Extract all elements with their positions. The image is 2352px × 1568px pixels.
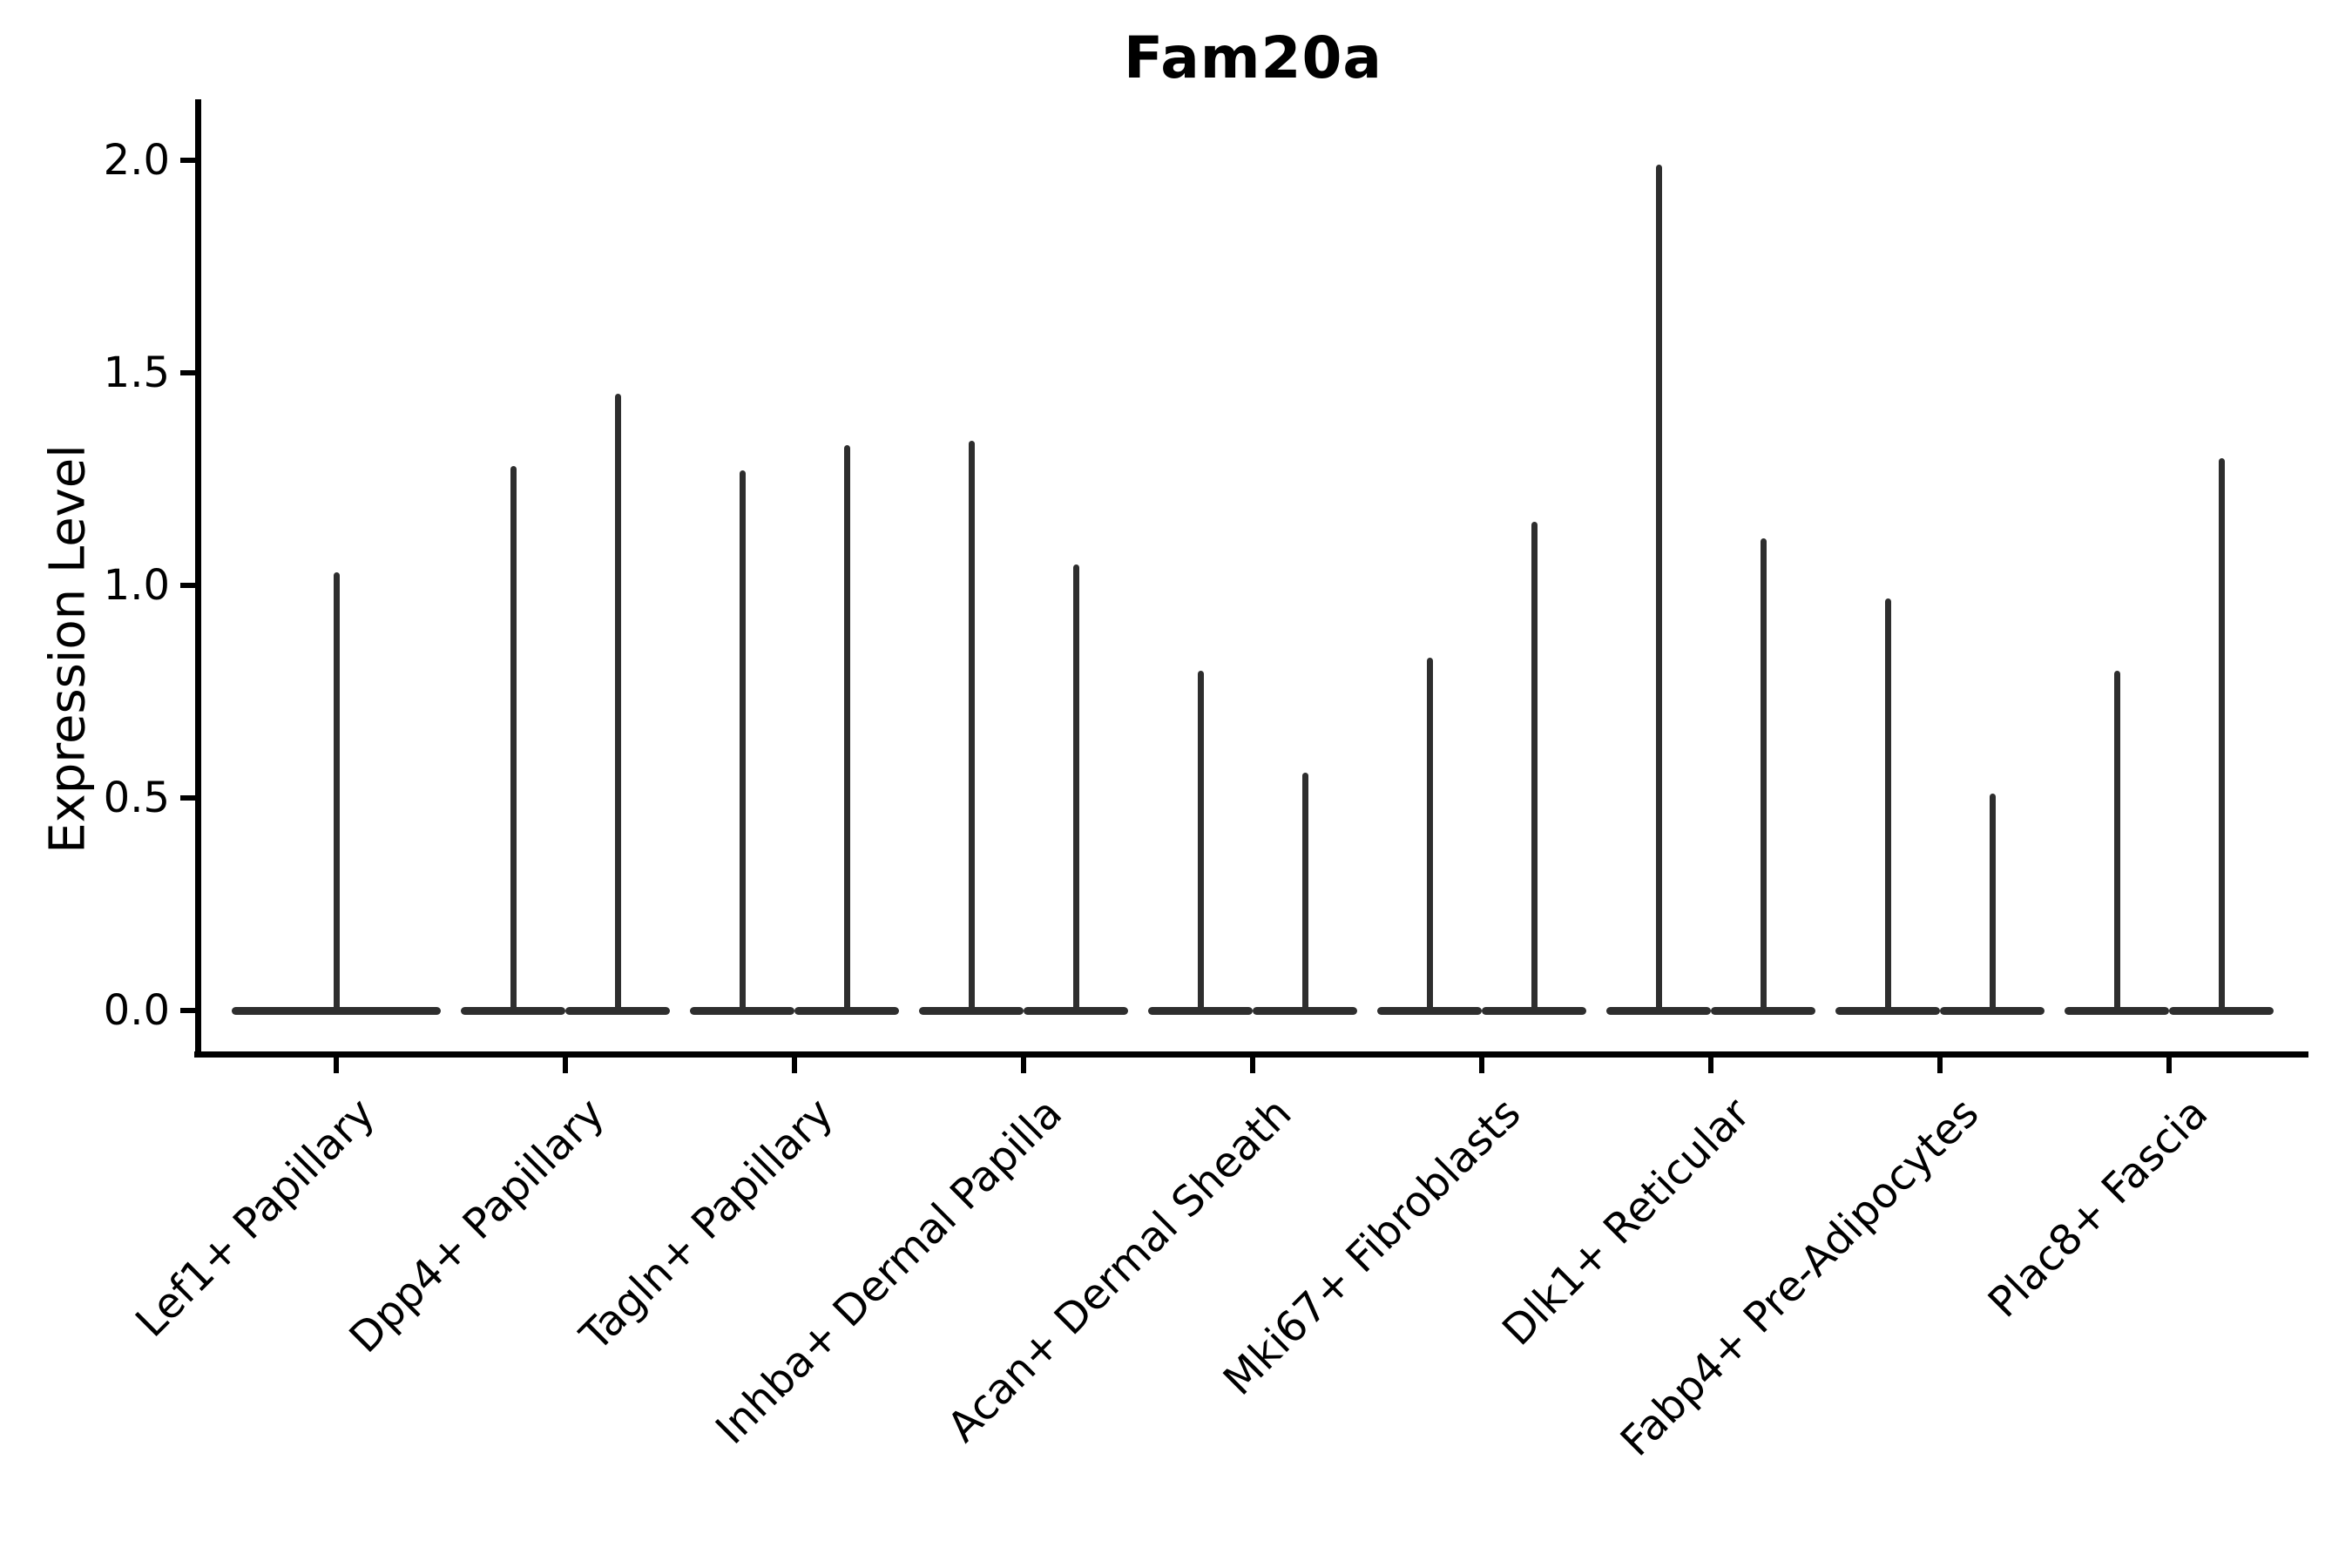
violin-tail-spike (1761, 538, 1767, 1014)
x-tick-label: Tagln+ Papillary (571, 1088, 843, 1361)
x-tick-mark (1937, 1058, 1943, 1073)
violin-tail-spike (1990, 794, 1996, 1014)
x-tick-label: Lef1+ Papillary (126, 1088, 385, 1347)
violin-tail-spike (2219, 458, 2225, 1014)
violin-tail-spike (1198, 671, 1204, 1014)
violin-tail-spike (2114, 671, 2120, 1014)
y-tick-label: 0.0 (103, 986, 170, 1035)
y-tick-label: 1.0 (103, 561, 170, 610)
y-tick-mark (180, 1008, 198, 1013)
violin-tail-spike (740, 470, 746, 1014)
x-tick-mark (563, 1058, 568, 1073)
violin-tail-spike (1302, 773, 1308, 1014)
x-axis-spine (194, 1051, 2308, 1058)
violin-tail-spike (1531, 522, 1538, 1014)
x-tick-label: Dlk1+ Reticular (1492, 1088, 1760, 1355)
y-tick-mark (180, 583, 198, 588)
y-tick-mark (180, 795, 198, 801)
x-tick-mark (1021, 1058, 1026, 1073)
violin-tail-spike (334, 572, 340, 1014)
y-tick-label: 2.0 (103, 136, 170, 185)
x-tick-mark (1708, 1058, 1713, 1073)
violin-tail-spike (1656, 165, 1662, 1014)
x-tick-mark (1479, 1058, 1484, 1073)
y-tick-mark (180, 158, 198, 163)
violin-tail-spike (969, 441, 975, 1014)
x-tick-mark (1250, 1058, 1255, 1073)
y-tick-mark (180, 370, 198, 375)
y-tick-label: 1.5 (103, 348, 170, 397)
violin-tail-spike (615, 394, 621, 1014)
violin-tail-spike (844, 445, 850, 1014)
violin-tail-spike (1427, 658, 1433, 1014)
violin-tail-spike (1885, 598, 1891, 1014)
x-tick-label: Plac8+ Fascia (1978, 1088, 2218, 1328)
violin-tail-spike (510, 466, 517, 1014)
violin-tail-spike (1073, 564, 1079, 1014)
x-tick-mark (792, 1058, 797, 1073)
x-tick-mark (2166, 1058, 2172, 1073)
y-tick-label: 0.5 (103, 774, 170, 822)
chart-title: Fam20a (1124, 24, 1382, 91)
x-tick-label: Dpp4+ Papillary (340, 1088, 614, 1362)
y-axis-spine (195, 99, 201, 1058)
x-tick-mark (334, 1058, 339, 1073)
